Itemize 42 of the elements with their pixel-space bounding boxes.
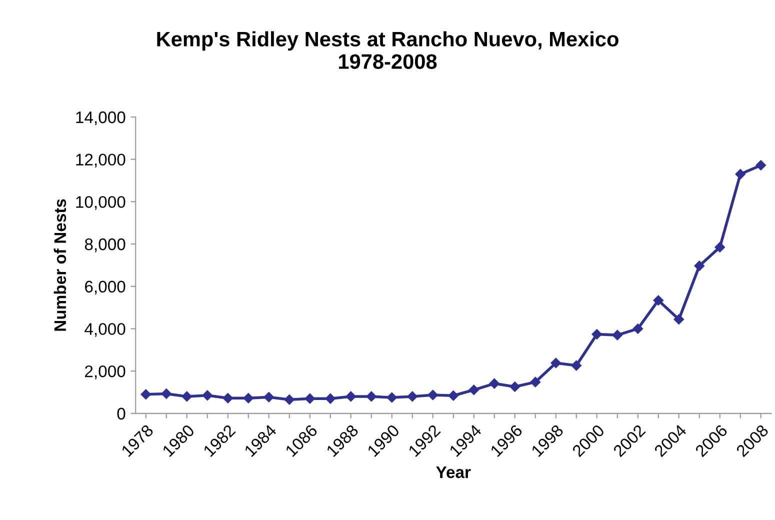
point (140, 389, 151, 400)
point (756, 160, 766, 170)
point (346, 391, 356, 402)
y-tick-label: 8,000 (84, 238, 126, 252)
y-axis-title: Number of Nests (54, 199, 66, 331)
point (366, 391, 376, 402)
point (510, 382, 520, 392)
point (674, 314, 684, 325)
point (264, 392, 274, 402)
point (530, 376, 540, 388)
y-tick-label: 6,000 (85, 280, 126, 295)
point (632, 324, 643, 334)
point (407, 391, 418, 402)
point (243, 393, 254, 404)
point (222, 393, 233, 404)
point (161, 388, 172, 399)
y-tick-label: 12,000 (76, 154, 126, 168)
y-tick-label: 2,000 (85, 365, 126, 380)
point (714, 242, 725, 252)
point (468, 384, 479, 396)
point (592, 329, 602, 340)
y-tick-label: 0 (117, 408, 126, 420)
point (448, 390, 458, 401)
y-tick-label: 10,000 (76, 196, 126, 210)
point (325, 393, 336, 404)
point (550, 358, 561, 368)
point (284, 394, 294, 405)
point (428, 390, 438, 400)
point (612, 330, 622, 340)
y-tick-label: 4,000 (84, 323, 126, 337)
y-tick-label: 14,000 (76, 111, 126, 126)
point (653, 295, 664, 306)
x-axis-title: Year (436, 466, 471, 478)
chart-title: Kemp's Ridley Nests at Rancho Nuevo, Mexico 1978-2008 (157, 31, 618, 69)
point (202, 390, 212, 401)
point (571, 360, 582, 371)
point (182, 391, 192, 402)
point (386, 392, 397, 403)
point (304, 393, 315, 404)
point (489, 378, 500, 389)
point (694, 260, 704, 271)
point (735, 169, 746, 180)
